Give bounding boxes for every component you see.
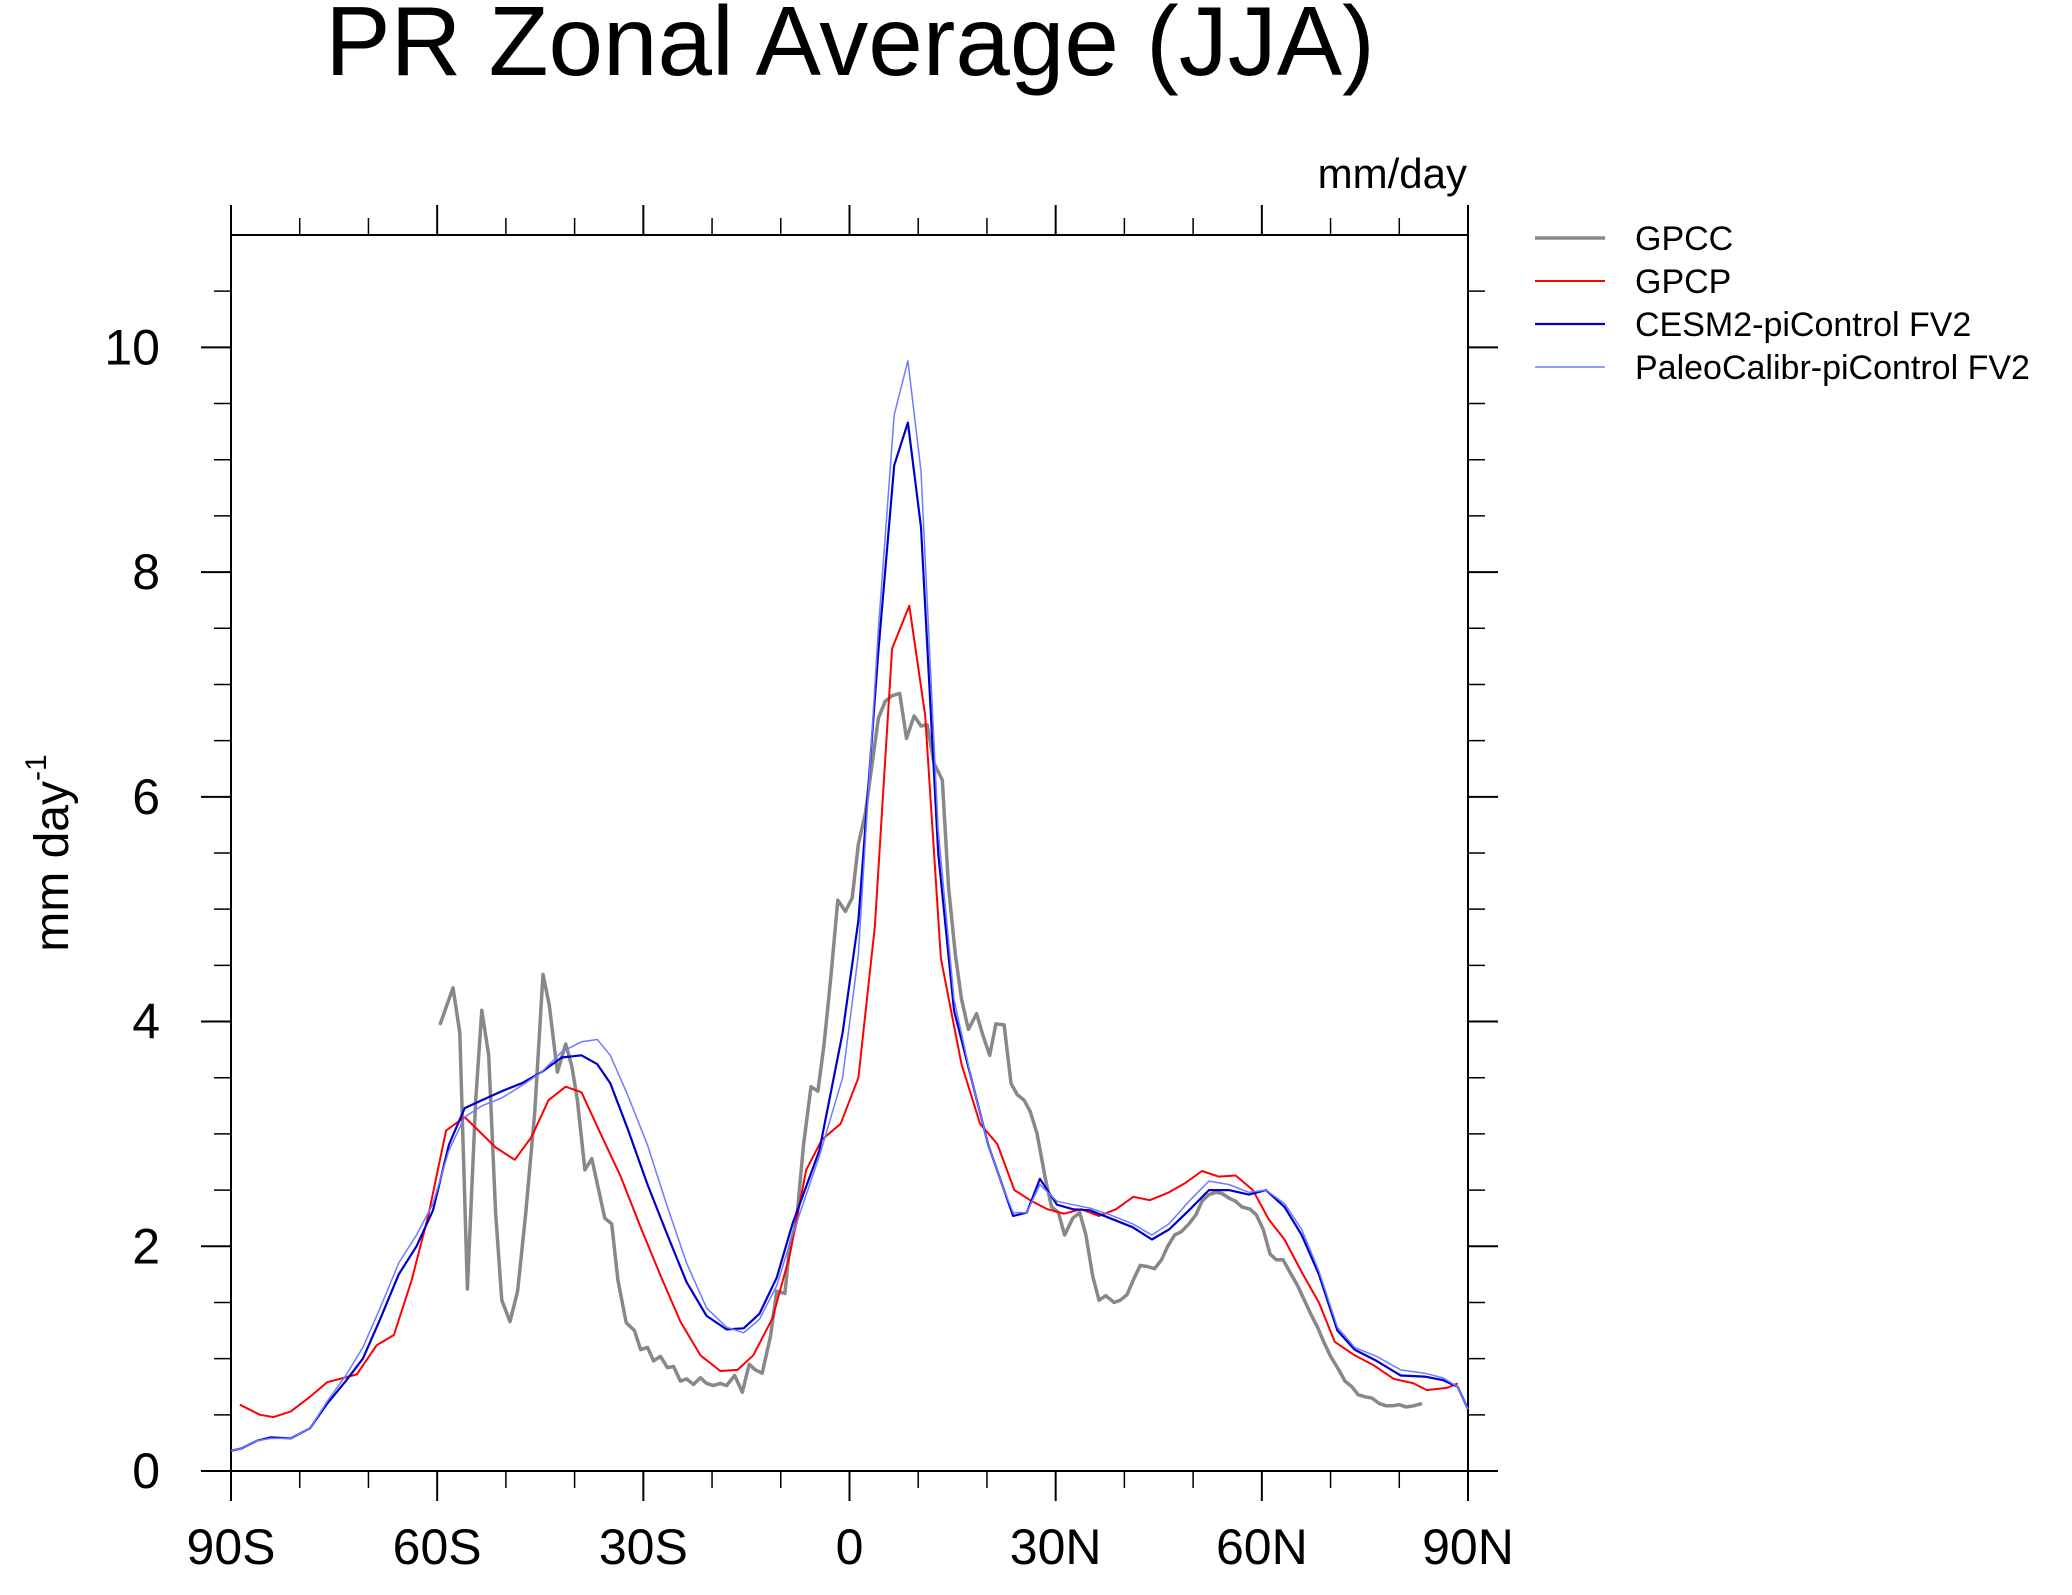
x-tick-label: 90N: [1422, 1519, 1514, 1575]
data-line: [230, 421, 1470, 1452]
x-tick-label: 0: [836, 1519, 864, 1575]
data-line: [438, 691, 1423, 1409]
legend-label: PaleoCalibr-piControl FV2: [1635, 349, 2030, 387]
plot-frame: [230, 234, 1469, 1472]
y-tick-label: 0: [132, 1443, 160, 1499]
legend-label: GPCC: [1635, 220, 1733, 258]
y-tick-label: 10: [104, 319, 160, 375]
units-label: mm/day: [1318, 150, 1467, 197]
y-tick-label: 4: [132, 994, 160, 1050]
y-axis-label-sup: -1: [20, 754, 53, 781]
legend-label: GPCP: [1635, 263, 1731, 301]
data-line: [230, 360, 1469, 1452]
chart-title: PR Zonal Average (JJA): [325, 0, 1374, 96]
y-tick-label: 8: [132, 544, 160, 600]
data-line: [239, 604, 1459, 1419]
x-tick-label: 90S: [187, 1519, 276, 1575]
x-tick-label: 60S: [393, 1519, 482, 1575]
x-tick-label: 60N: [1216, 1519, 1308, 1575]
y-axis-label-text: mm day: [26, 781, 79, 952]
y-tick-label: 2: [132, 1218, 160, 1274]
y-tick-label: 6: [132, 769, 160, 825]
y-axis-label: mm day-1: [20, 754, 79, 951]
x-tick-label: 30S: [599, 1519, 688, 1575]
x-tick-label: 30N: [1010, 1519, 1102, 1575]
legend-label: CESM2-piControl FV2: [1635, 306, 1971, 344]
